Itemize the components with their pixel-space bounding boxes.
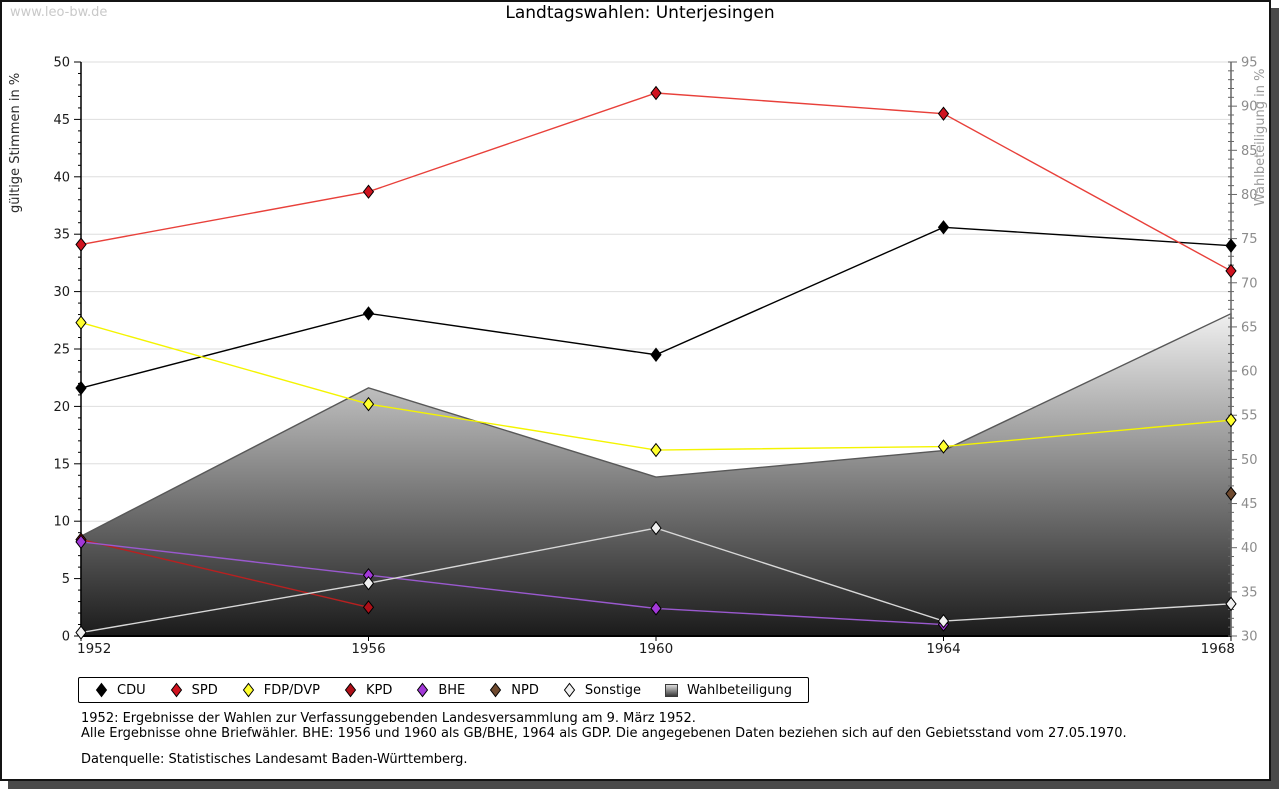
footnote-source: Datenquelle: Statistisches Landesamt Bad… <box>81 752 468 767</box>
series-cdu-line <box>80 226 1232 389</box>
data-point-marker <box>75 315 87 330</box>
data-point-marker <box>650 442 662 458</box>
left-tick-label: 20 <box>53 400 70 415</box>
diamond-marker-icon <box>242 682 255 698</box>
right-tick-label: 35 <box>1241 585 1258 600</box>
left-tick-label: 30 <box>53 285 70 300</box>
legend-item-sonstige: Sonstige <box>563 682 641 698</box>
diamond-marker-icon <box>344 682 357 698</box>
right-tick-label: 75 <box>1241 232 1258 247</box>
left-tick-label: 25 <box>53 343 70 358</box>
right-axis-title: Wahlbeteiligung in % <box>1253 68 1268 206</box>
left-tick-label: 15 <box>53 457 70 472</box>
left-axis-title: gültige Stimmen in % <box>8 72 23 213</box>
x-tick-label: 1960 <box>639 641 673 657</box>
x-tick-label: 1964 <box>926 641 960 657</box>
legend-item-npd: NPD <box>489 682 539 698</box>
footnote-1952: 1952: Ergebnisse der Wahlen zur Verfassu… <box>81 711 696 726</box>
data-point-marker <box>1225 263 1237 279</box>
data-point-marker <box>362 184 375 199</box>
legend-item-bhe: BHE <box>416 682 465 698</box>
legend-label: FDP/DVP <box>263 682 320 698</box>
x-tick-label: 1952 <box>77 641 111 657</box>
data-point-marker <box>362 600 375 615</box>
data-point-marker <box>362 396 375 412</box>
x-tick-label: 1968 <box>1201 641 1235 657</box>
right-tick-label: 50 <box>1241 453 1258 468</box>
left-tick-label: 50 <box>53 56 70 71</box>
data-point-marker <box>1225 412 1237 428</box>
diamond-marker-icon <box>95 682 108 698</box>
diamond-marker-icon <box>170 682 183 698</box>
right-tick-label: 90 <box>1241 100 1258 115</box>
legend-label: Wahlbeteiligung <box>687 682 793 698</box>
diamond-marker-icon <box>563 682 576 698</box>
data-point-marker <box>650 85 662 101</box>
series-markers <box>75 85 1237 640</box>
data-point-marker <box>362 575 375 591</box>
legend-label: NPD <box>511 682 539 698</box>
left-tick-label: 45 <box>53 113 70 128</box>
series-bhe-line <box>80 541 944 626</box>
data-point-marker <box>1225 238 1237 253</box>
legend-item-kpd: KPD <box>344 682 392 698</box>
left-tick-label: 5 <box>62 572 70 587</box>
watermark: www.leo-bw.de <box>10 5 108 20</box>
data-point-marker <box>362 306 375 321</box>
right-tick-label: 60 <box>1241 365 1258 380</box>
right-tick-label: 30 <box>1241 630 1258 645</box>
legend-label: SPD <box>191 682 218 698</box>
legend-label: Sonstige <box>584 682 642 698</box>
page-title: Landtagswahlen: Unterjesingen <box>505 3 775 23</box>
data-point-marker <box>937 220 950 235</box>
data-point-marker <box>75 380 87 396</box>
data-point-marker <box>1225 596 1237 612</box>
legend-item-wahlbeteiligung: Wahlbeteiligung <box>665 683 792 698</box>
right-tick-label: 65 <box>1241 320 1258 335</box>
data-point-marker <box>1225 486 1237 501</box>
right-tick-label: 55 <box>1241 409 1258 424</box>
legend-label: BHE <box>438 682 466 698</box>
data-point-marker <box>650 601 662 616</box>
data-point-marker <box>75 534 87 550</box>
legend-item-fdpdvp: FDP/DVP <box>242 682 320 698</box>
axes: 0 5 10 15 20 25 30 35 40 45 50 30 35 40 45 50 55 60 65 70 75… <box>53 56 1257 658</box>
footnote-method: Alle Ergebnisse ohne Briefwähler. BHE: 1… <box>81 726 1127 741</box>
diamond-marker-icon <box>489 682 502 698</box>
left-tick-label: 0 <box>62 630 70 645</box>
right-tick-label: 45 <box>1241 497 1258 512</box>
right-tick-label: 80 <box>1241 188 1258 203</box>
left-tick-label: 10 <box>53 515 70 530</box>
participation-swatch-icon <box>665 683 679 697</box>
data-point-marker <box>650 520 662 536</box>
x-tick-label: 1956 <box>351 641 385 657</box>
legend-label: CDU <box>117 682 146 698</box>
right-tick-label: 85 <box>1241 144 1258 159</box>
legend-item-cdu: CDU <box>95 682 146 698</box>
left-tick-label: 35 <box>53 228 70 243</box>
right-tick-label: 40 <box>1241 541 1258 556</box>
right-tick-label: 95 <box>1241 56 1258 71</box>
right-tick-label: 70 <box>1241 276 1258 291</box>
diamond-marker-icon <box>416 682 429 698</box>
data-point-marker <box>937 106 950 121</box>
data-point-marker <box>937 613 950 629</box>
legend: CDU SPD FDP/DVP KPD BHE NPD Sonstige Wahlbeteil… <box>78 677 810 703</box>
data-point-marker <box>75 625 87 640</box>
data-point-marker <box>937 439 950 454</box>
data-point-marker <box>650 347 662 362</box>
data-point-marker <box>75 237 87 252</box>
series-kpd-line <box>80 538 369 608</box>
legend-item-spd: SPD <box>170 682 218 698</box>
series-wahlbeteiligung-area <box>80 312 1232 637</box>
legend-label: KPD <box>365 682 393 698</box>
left-tick-label: 40 <box>53 170 70 185</box>
